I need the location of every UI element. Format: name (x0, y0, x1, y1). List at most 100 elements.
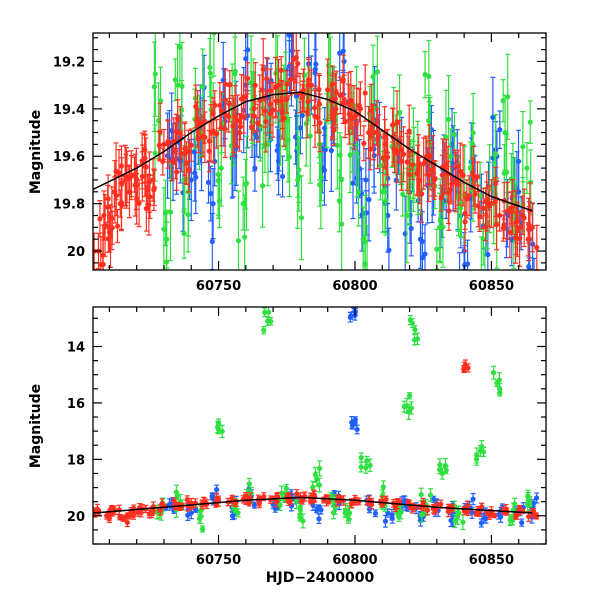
data-point (345, 510, 352, 516)
data-point (297, 514, 303, 521)
data-point (248, 124, 255, 130)
data-point (243, 181, 249, 187)
data-point (380, 155, 386, 161)
y-tick-label: 19.2 (53, 55, 85, 70)
data-point (172, 148, 179, 154)
data-point (431, 496, 437, 502)
data-point (301, 72, 308, 79)
data-point (157, 129, 163, 135)
data-point (382, 518, 389, 524)
bottom-plot-frame (92, 306, 547, 545)
data-point (256, 500, 263, 506)
data-point (325, 87, 331, 93)
data-point (130, 509, 136, 516)
data-point (298, 215, 305, 221)
data-point (514, 228, 521, 234)
data-point (496, 377, 502, 383)
data-point (434, 246, 440, 252)
data-point (222, 126, 228, 132)
data-point (149, 509, 155, 516)
data-point (128, 173, 135, 179)
data-point (212, 102, 218, 108)
data-point (240, 94, 247, 100)
data-point (118, 163, 125, 169)
data-point (294, 491, 300, 497)
data-point (361, 140, 367, 146)
data-point (215, 426, 222, 432)
data-point (226, 114, 232, 120)
data-point (401, 404, 407, 410)
data-point (366, 196, 372, 203)
data-point (520, 144, 526, 150)
data-point (251, 113, 257, 119)
data-point (461, 364, 467, 370)
data-point (209, 238, 215, 245)
data-point (152, 71, 158, 77)
data-point (445, 509, 451, 515)
data-point (105, 204, 111, 210)
data-point (454, 514, 461, 520)
data-point (517, 224, 523, 230)
bottom-axis-ticks: 60750 60800 60850 14 16 18 20 (67, 307, 547, 568)
data-point (366, 506, 373, 512)
data-point (380, 189, 386, 195)
data-point (419, 255, 425, 261)
data-point (424, 507, 431, 513)
data-point (460, 519, 466, 525)
data-point (480, 205, 486, 211)
data-point (342, 118, 348, 124)
data-point (303, 121, 309, 127)
data-point (406, 128, 412, 134)
data-point (442, 462, 449, 469)
data-point (299, 112, 305, 118)
data-point (186, 166, 192, 173)
data-point (370, 74, 376, 80)
data-point (377, 162, 384, 169)
data-point (368, 108, 374, 114)
data-point (408, 225, 414, 231)
data-point (349, 422, 356, 429)
data-point (182, 145, 188, 152)
data-point (497, 386, 503, 392)
data-point (358, 464, 364, 470)
data-point (460, 172, 466, 178)
data-point (443, 134, 449, 140)
data-point (209, 493, 215, 499)
data-point (318, 183, 324, 189)
data-point (358, 455, 364, 461)
data-point (404, 159, 410, 165)
data-point (336, 198, 342, 204)
bottom-data-series (93, 307, 540, 533)
data-point (293, 93, 300, 99)
data-point (246, 500, 252, 506)
data-point (328, 147, 334, 154)
x-tick-label: 60750 (196, 279, 241, 294)
data-point (421, 160, 427, 167)
data-point (422, 251, 428, 257)
data-point (316, 516, 322, 522)
data-point (177, 129, 183, 136)
data-point (340, 100, 346, 106)
data-point (385, 154, 391, 160)
data-point (163, 259, 170, 265)
data-point (417, 177, 423, 184)
data-point (161, 141, 167, 147)
data-point (405, 499, 411, 506)
data-point (106, 515, 112, 521)
data-point (312, 70, 318, 76)
data-point (507, 229, 513, 235)
data-point (443, 467, 449, 473)
data-point (111, 189, 118, 195)
data-point (363, 465, 369, 471)
data-point (157, 98, 164, 104)
data-point (261, 327, 267, 333)
data-point (236, 130, 243, 136)
top-plot-frame (92, 32, 547, 271)
x-tick-label: 60750 (196, 553, 241, 568)
data-point (497, 127, 503, 133)
data-point (147, 194, 153, 200)
data-point (114, 223, 121, 229)
data-point (312, 472, 318, 478)
data-point (507, 517, 513, 523)
data-point (263, 118, 269, 125)
